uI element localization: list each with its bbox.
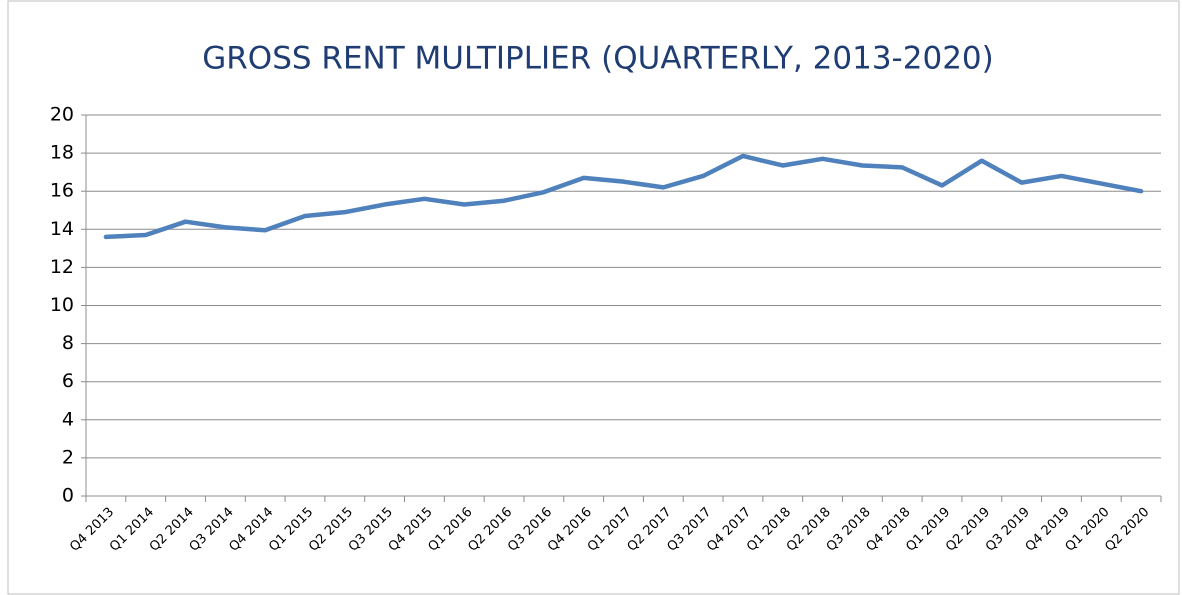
y-tick-label: 10 bbox=[50, 294, 74, 316]
y-tick-label: 4 bbox=[62, 408, 74, 430]
y-tick-label: 20 bbox=[50, 104, 74, 126]
y-tick-label: 18 bbox=[50, 142, 74, 164]
y-tick-label: 12 bbox=[50, 256, 74, 278]
chart-title: GROSS RENT MULTIPLIER (QUARTERLY, 2013-2… bbox=[202, 41, 993, 77]
chart-border bbox=[7, 0, 1180, 595]
y-tick-label: 6 bbox=[62, 370, 74, 392]
y-tick-label: 16 bbox=[50, 180, 74, 202]
y-tick-label: 14 bbox=[50, 218, 74, 240]
y-tick-label: 2 bbox=[62, 446, 74, 468]
y-tick-label: 8 bbox=[62, 332, 74, 354]
data-line bbox=[103, 153, 1144, 240]
y-tick-label: 0 bbox=[62, 485, 74, 507]
